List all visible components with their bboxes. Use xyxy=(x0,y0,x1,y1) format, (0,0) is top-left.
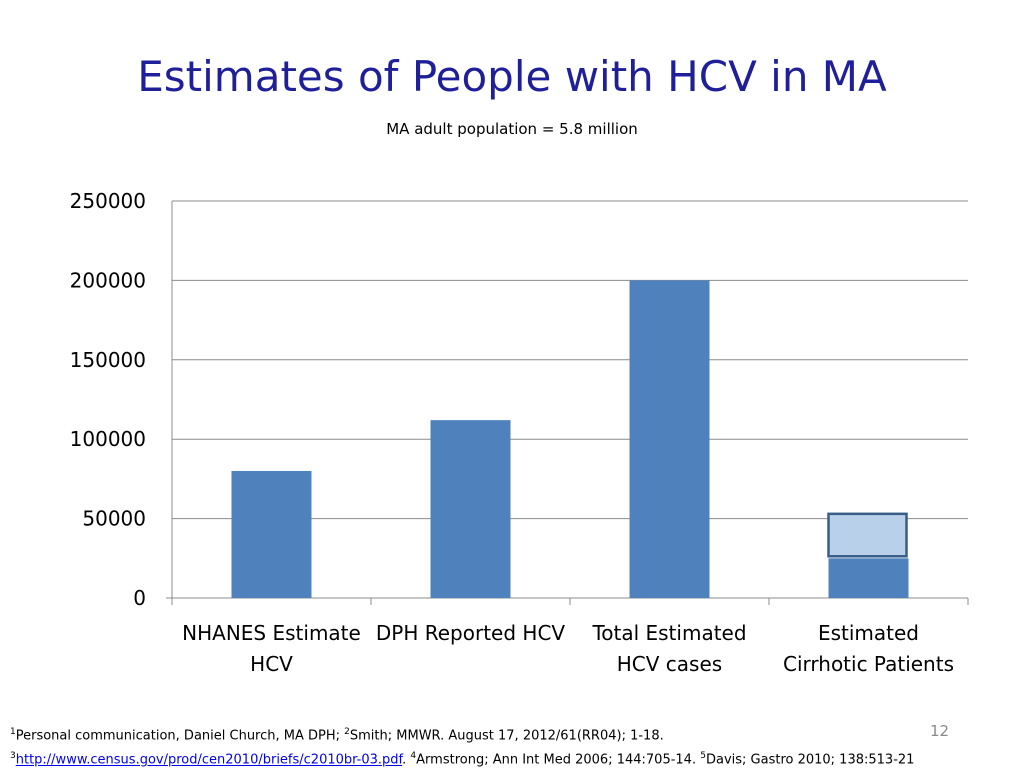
y-tick-label: 250000 xyxy=(70,189,146,213)
x-category-label: Cirrhotic Patients xyxy=(783,652,954,676)
census-link[interactable]: http://www.census.gov/prod/cen2010/brief… xyxy=(15,752,403,768)
footnote-marker: 4 xyxy=(410,751,417,762)
y-tick-label: 0 xyxy=(133,586,146,610)
footnote-text: Davis; Gastro 2010; 138:513-21 xyxy=(705,752,915,768)
footnote-marker: 5 xyxy=(700,751,706,762)
y-tick-label: 50000 xyxy=(82,507,146,531)
x-category-label: NHANES Estimate xyxy=(182,621,361,645)
footnote-marker: 1 xyxy=(10,727,16,737)
footnote-marker: 3 xyxy=(10,751,16,762)
footnote-text: Smith; MMWR. August 17, 2012/61(RR04); 1… xyxy=(349,728,664,744)
x-category-label: HCV cases xyxy=(617,652,722,676)
x-category-label: Estimated xyxy=(818,621,919,645)
footnote-line-1: 1Personal communication, Daniel Church, … xyxy=(10,722,1014,746)
page-subtitle: MA adult population = 5.8 million xyxy=(386,120,638,138)
bar xyxy=(828,558,909,598)
slide-number: 12 xyxy=(930,722,950,740)
footnote-text: Armstrong; Ann Int Med 2006; 144:705-14. xyxy=(416,752,701,768)
bar xyxy=(430,420,511,598)
x-category-label: Total Estimated xyxy=(591,621,746,645)
x-category-label: HCV xyxy=(250,652,293,676)
footnote-marker: 2 xyxy=(344,727,350,737)
footnote-line-2: 3http://www.census.gov/prod/cen2010/brie… xyxy=(10,746,1014,770)
footnote-text: Personal communication, Daniel Church, M… xyxy=(15,728,345,744)
bar xyxy=(629,280,710,598)
footnote-text: . xyxy=(402,752,411,768)
y-tick-label: 100000 xyxy=(70,427,146,451)
y-tick-label: 200000 xyxy=(70,268,146,292)
bar xyxy=(231,470,312,598)
bar-chart: 0 50000 100000 150000 200000 250000 NHANES Est… xyxy=(70,189,969,676)
x-category-label: DPH Reported HCV xyxy=(376,621,566,645)
page-title: Estimates of People with HCV in MA xyxy=(137,52,887,101)
footnotes: 1Personal communication, Daniel Church, … xyxy=(10,722,1014,771)
bar-range-overlay xyxy=(827,512,908,558)
y-tick-label: 150000 xyxy=(70,348,146,372)
